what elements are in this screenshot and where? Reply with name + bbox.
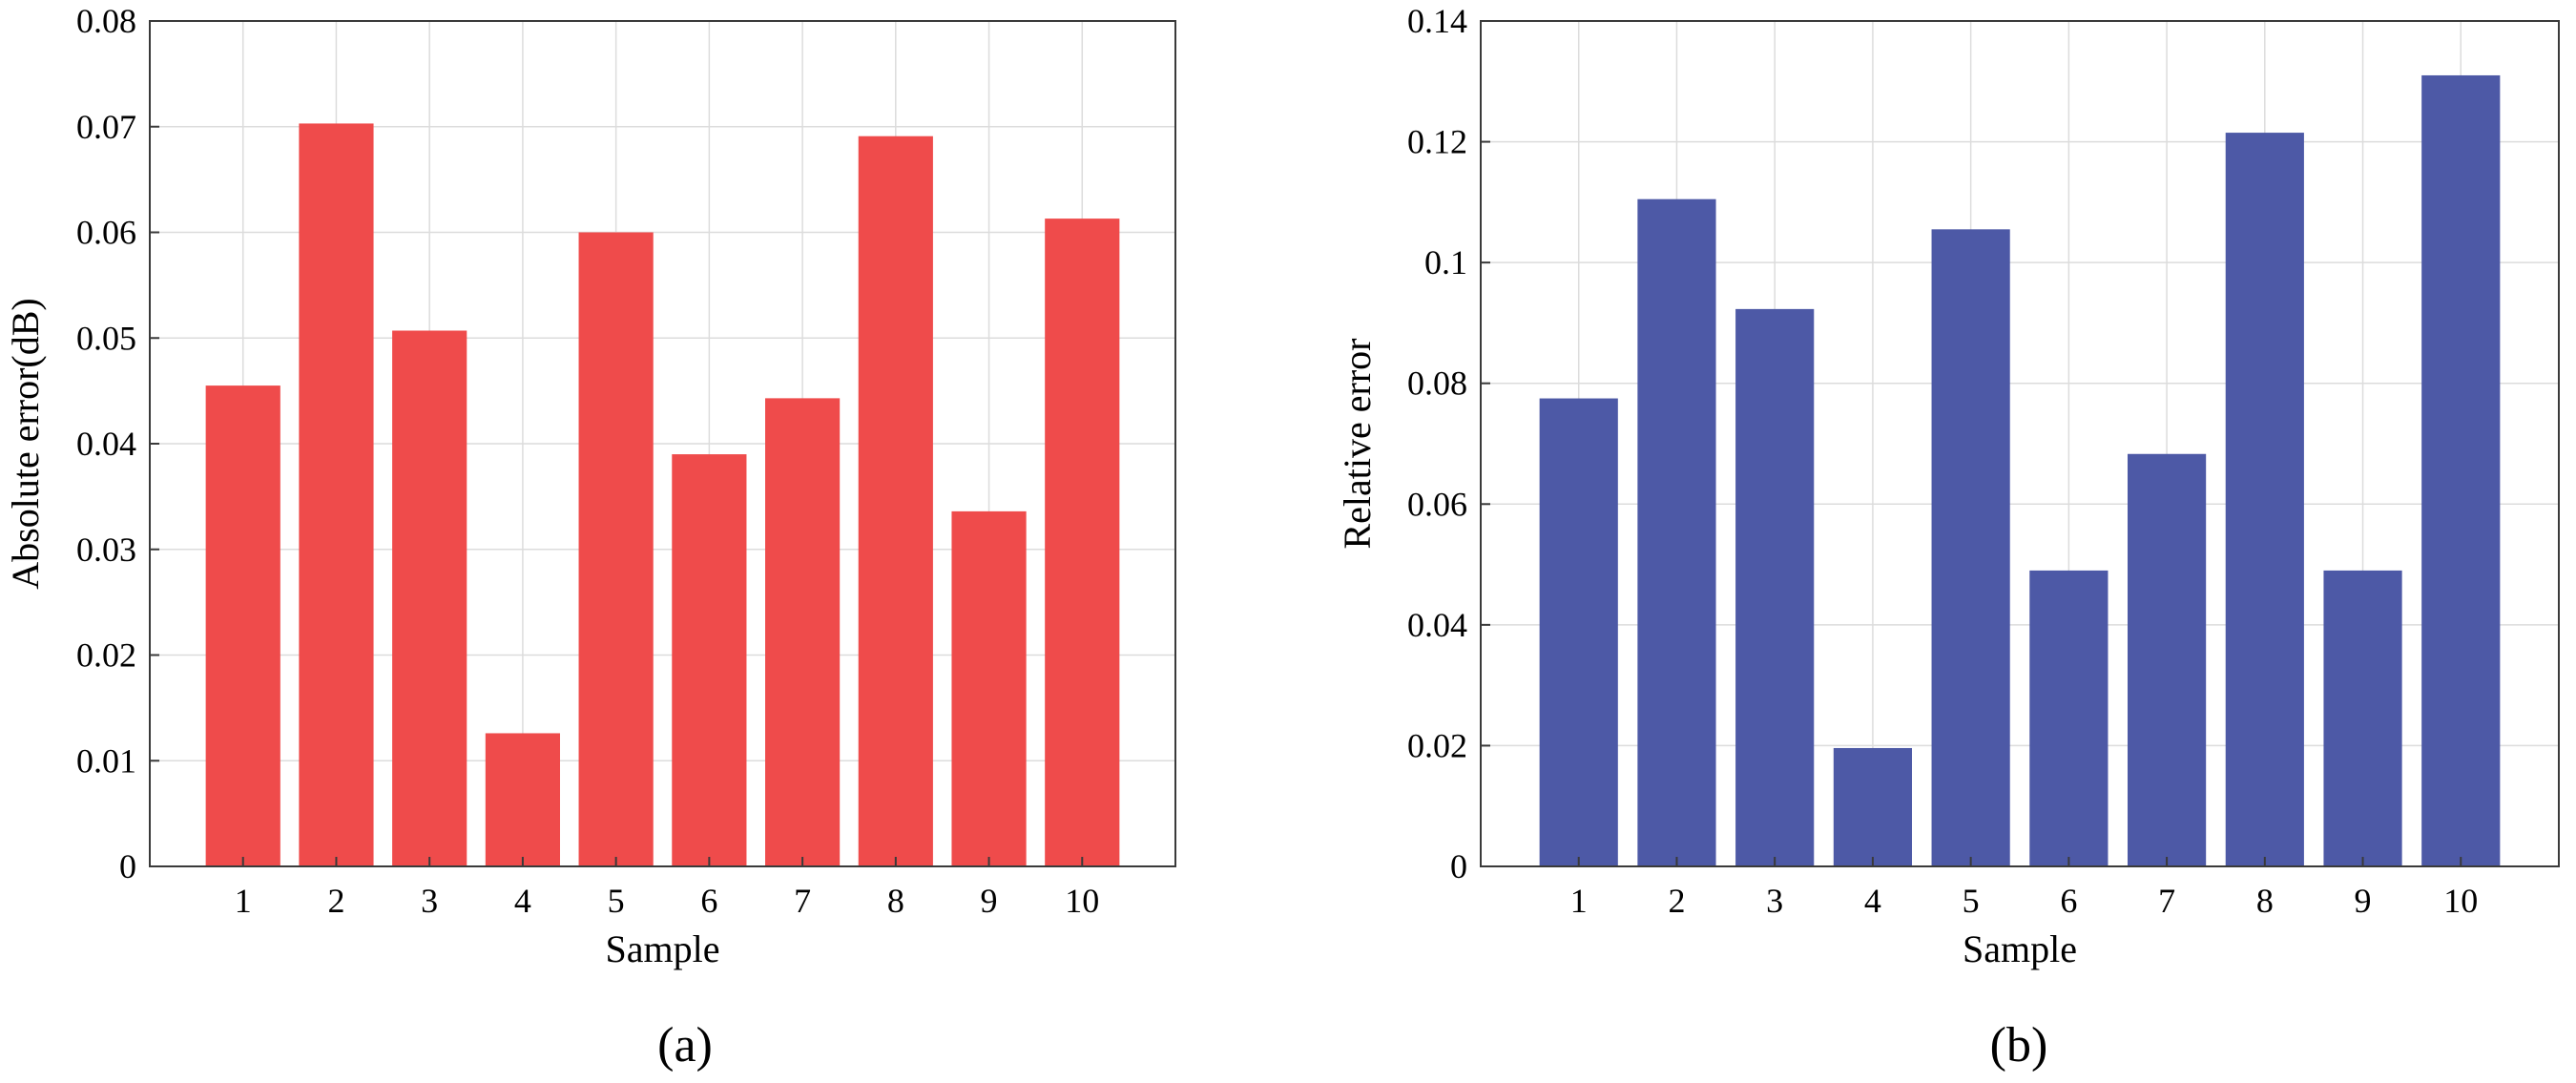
a-xaxis-label: Sample [606,927,720,970]
b-ytick-label: 0.06 [1407,485,1467,523]
a-xtick-label: 10 [1065,882,1099,920]
b-xtick-label: 4 [1864,882,1881,920]
a-xtick-label: 6 [700,882,717,920]
a-bar-9 [951,510,1027,866]
a-ytick-label: 0.07 [76,108,136,146]
b-ytick-label: 0.12 [1407,123,1467,161]
b-ytick-label: 0.02 [1407,726,1467,764]
a-xtick-label: 4 [514,882,531,920]
a-bar-10 [1045,219,1120,867]
a-ytick-label: 0.06 [76,214,136,252]
b-xtick-label: 10 [2443,882,2478,920]
b-bar-6 [2029,570,2109,866]
b-ytick-label: 0.04 [1407,606,1467,644]
a-bar-7 [765,398,841,866]
b-xtick-label: 1 [1570,882,1588,920]
a-bar-6 [672,454,747,866]
b-bar-10 [2421,74,2501,866]
a-xtick-label: 2 [327,882,344,920]
b-xtick-label: 6 [2060,882,2077,920]
b-bar-7 [2128,453,2207,866]
panel-a-label: (a) [657,1018,713,1073]
b-bar-1 [1539,398,1618,866]
b-ytick-label: 0.14 [1407,2,1467,40]
panel-b-label: (b) [1990,1018,2048,1073]
a-xtick-label: 9 [981,882,998,920]
b-xtick-label: 9 [2355,882,2372,920]
a-ytick-label: 0.04 [76,425,136,463]
a-yaxis-label: Absolute error(dB) [4,298,47,589]
a-xtick-label: 5 [608,882,625,920]
panel-b: (b) 0 0.02 0.04 0.06 0.08 0.1 0.12 0.14 1 2 3 4 5 6 7 8… [1336,2,2560,1073]
a-ytick-label: 0.01 [76,741,136,780]
b-ytick-label: 0.1 [1424,243,1467,281]
a-ytick-label: 0 [119,847,136,885]
b-xtick-label: 7 [2158,882,2175,920]
b-ytick-label: 0 [1450,847,1467,885]
b-bar-8 [2225,133,2304,867]
a-bar-4 [485,733,560,866]
a-bar-8 [858,135,933,866]
b-bar-2 [1637,198,1716,866]
a-xtick-label: 8 [887,882,904,920]
b-xtick-label: 2 [1668,882,1685,920]
a-bar-3 [392,330,467,866]
b-bar-4 [1833,747,1912,866]
b-xtick-label: 8 [2256,882,2274,920]
b-yaxis-label: Relative error [1336,339,1379,550]
b-bar-5 [1931,229,2010,867]
a-ytick-label: 0.08 [76,2,136,40]
b-bar-9 [2323,570,2402,866]
a-ytick-label: 0.05 [76,319,136,357]
b-xaxis-label: Sample [1963,927,2077,970]
a-bar-2 [299,123,374,867]
a-xtick-label: 7 [794,882,811,920]
b-bar-3 [1735,308,1815,866]
a-ytick-label: 0.03 [76,531,136,569]
b-xtick-label: 3 [1766,882,1783,920]
b-axes-box [1480,20,2560,867]
b-xtick-label: 5 [1963,882,1980,920]
panel-a: (a) 0 0.01 0.02 0.03 0.04 0.05 0.06 0.07 0.08 1 2 3… [4,2,1176,1073]
a-xtick-label: 3 [421,882,438,920]
a-bar-5 [578,232,654,866]
a-bar-1 [205,385,280,866]
b-ytick-label: 0.08 [1407,364,1467,403]
a-ytick-label: 0.02 [76,636,136,675]
a-xtick-label: 1 [235,882,252,920]
